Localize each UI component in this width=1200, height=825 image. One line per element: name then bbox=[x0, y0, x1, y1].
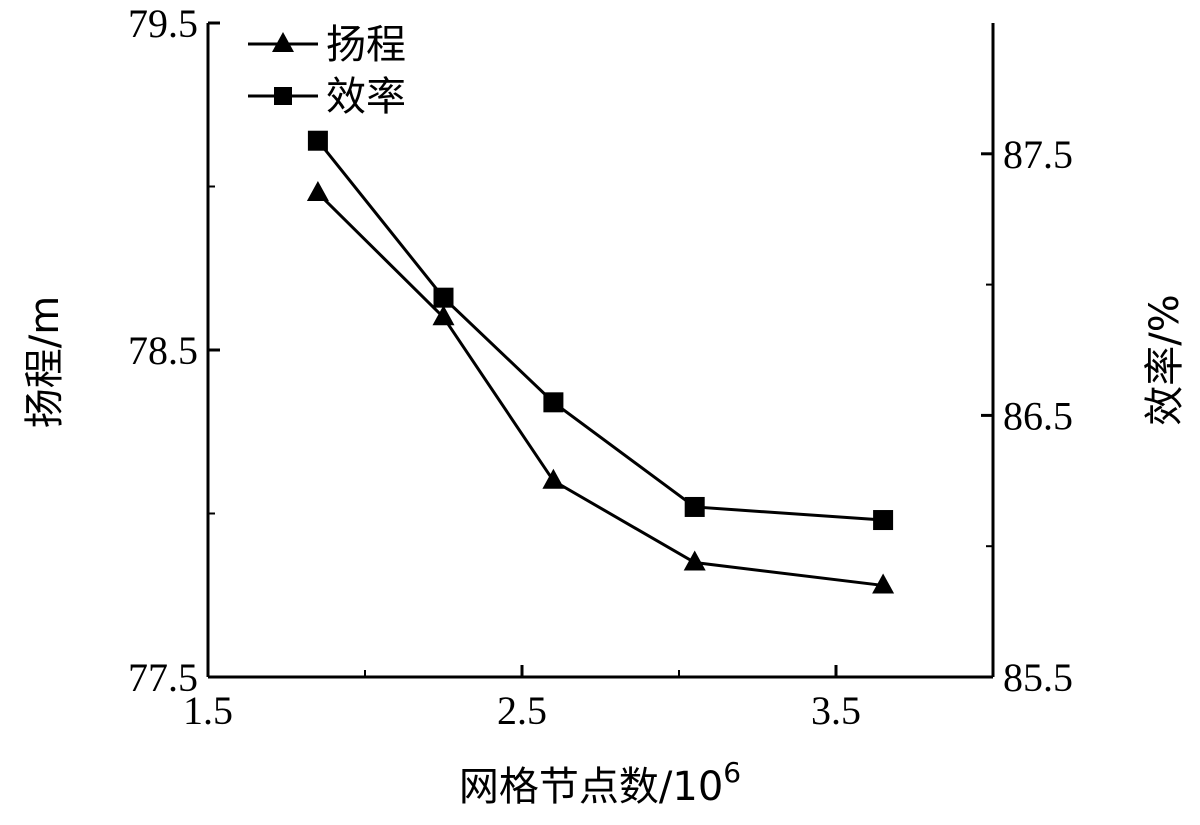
y-left-tick-label-0: 79.5 bbox=[128, 1, 198, 46]
tick-labels: 1.5 2.5 3.5 79.5 78.5 77.5 87.5 86.5 85.5 bbox=[128, 1, 1073, 733]
legend-triangle-icon bbox=[272, 32, 294, 52]
y-left-tick-label-2: 77.5 bbox=[128, 655, 198, 700]
x-axis-title: 网格节点数/106 bbox=[459, 756, 741, 810]
left-axis-title: 扬程/m bbox=[22, 296, 68, 428]
series-line-0 bbox=[316, 191, 884, 587]
x-tick-label-1: 2.5 bbox=[497, 688, 547, 733]
series-0-point-0 bbox=[306, 181, 329, 202]
legend: 扬程 效率 bbox=[248, 22, 406, 120]
legend-square-icon bbox=[274, 87, 292, 105]
series-0-point-2 bbox=[542, 468, 565, 489]
series-0-point-1 bbox=[432, 305, 455, 326]
x-tick-label-2: 3.5 bbox=[811, 688, 861, 733]
y-right-tick-label-0: 87.5 bbox=[1003, 132, 1073, 177]
series-1-point-1 bbox=[433, 287, 454, 308]
series-1-point-2 bbox=[543, 392, 564, 413]
series-0-point-3 bbox=[683, 550, 706, 571]
series-0-point-4 bbox=[872, 573, 895, 594]
series-1-point-0 bbox=[307, 130, 328, 151]
right-axis-title: 效率/% bbox=[1142, 294, 1188, 425]
y-right-tick-label-2: 85.5 bbox=[1003, 655, 1073, 700]
x-axis-title-text: 网格节点数/10 bbox=[459, 764, 723, 810]
y-right-tick-label-1: 86.5 bbox=[1003, 393, 1073, 438]
x-tick-label-0: 1.5 bbox=[183, 688, 233, 733]
series-layer bbox=[306, 130, 895, 594]
axes-frame bbox=[206, 23, 995, 679]
legend-label-head: 扬程 bbox=[326, 22, 406, 68]
series-1-point-3 bbox=[684, 496, 705, 517]
series-line-1 bbox=[316, 139, 884, 522]
x-axis-title-exponent: 6 bbox=[723, 756, 741, 789]
legend-label-efficiency: 效率 bbox=[326, 74, 406, 120]
tick-marks bbox=[206, 21, 993, 679]
y-left-tick-label-1: 78.5 bbox=[128, 328, 198, 373]
series-1-point-4 bbox=[873, 510, 894, 531]
